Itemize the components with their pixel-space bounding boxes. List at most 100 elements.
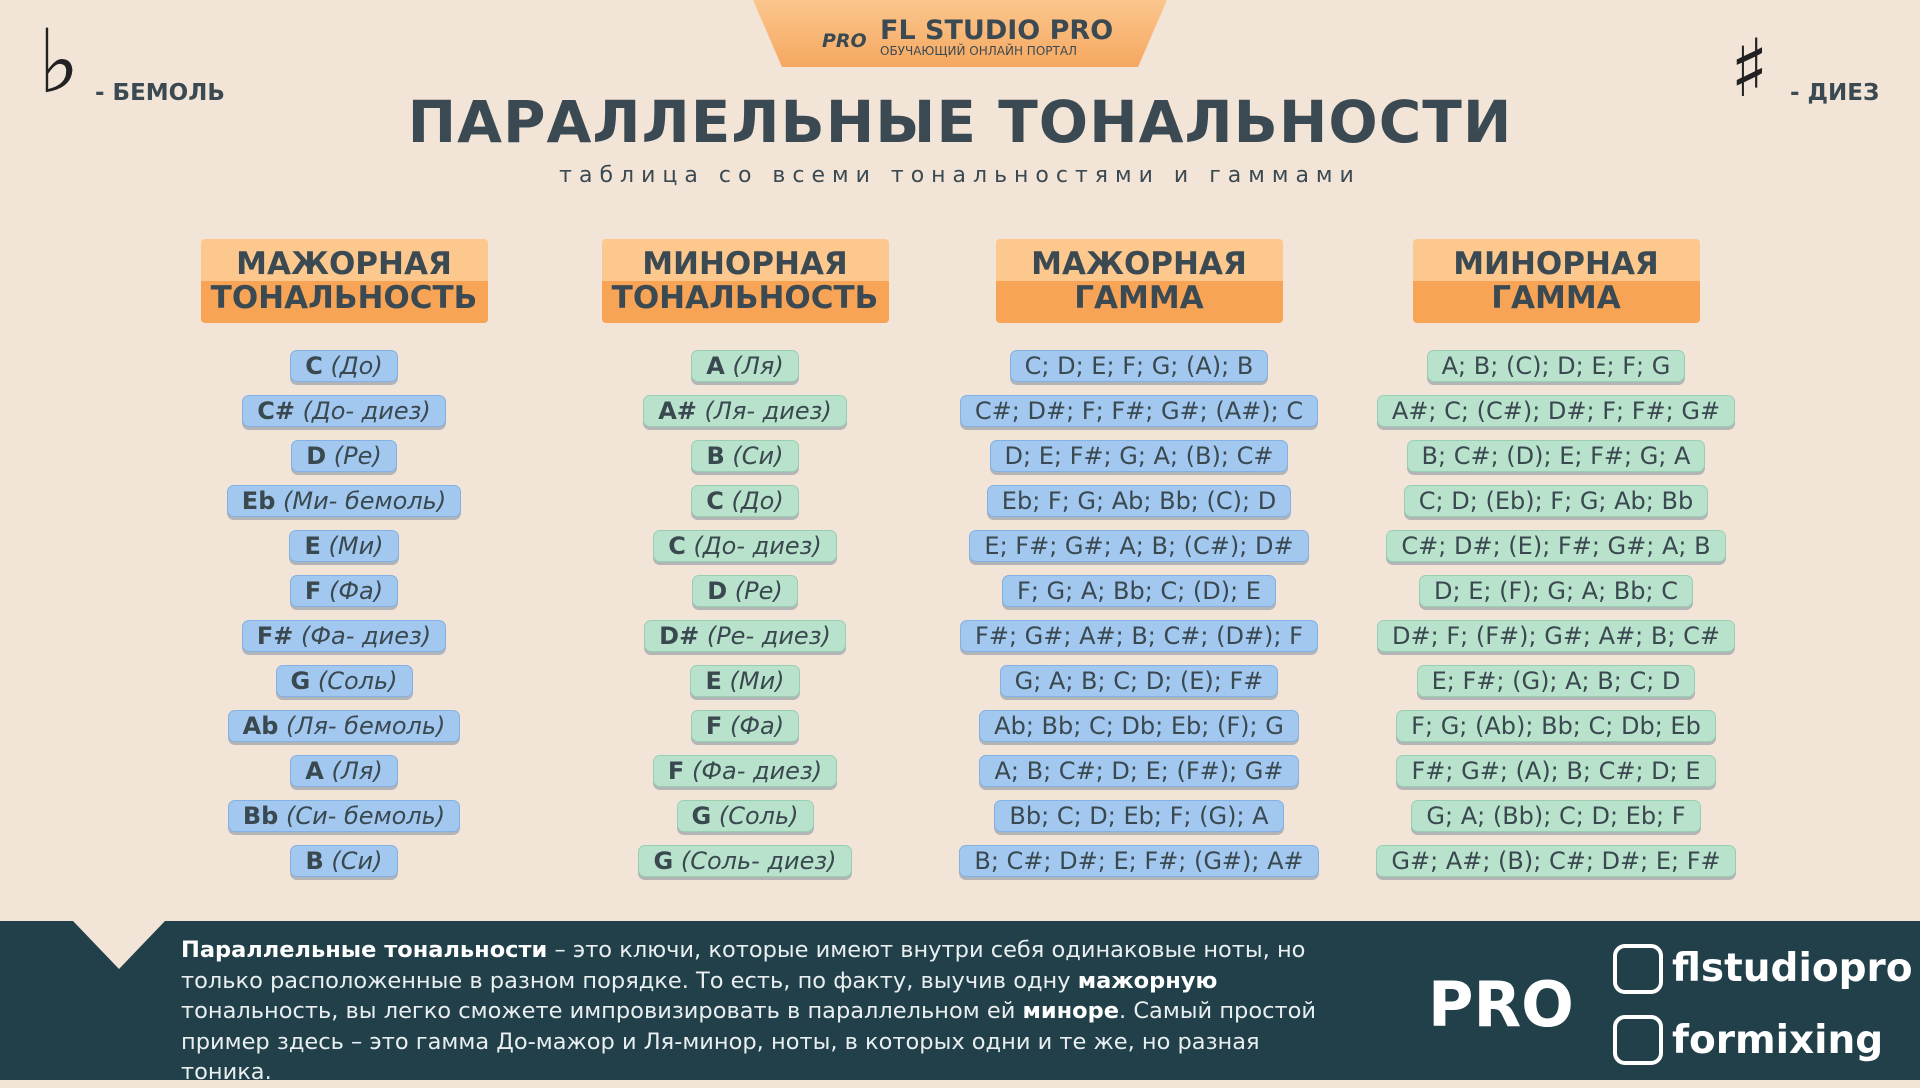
note-name: (Си) <box>331 847 383 875</box>
scale-pill: A#; C; (C#); D#; F; F#; G# <box>1376 395 1736 427</box>
note: A <box>305 757 324 785</box>
scale-pill: C#; D#; F; F#; G#; (A#); C <box>959 395 1319 427</box>
key-pill: F (Фа- диез) <box>652 755 838 787</box>
note-name: (Фа) <box>328 577 384 605</box>
note: C <box>305 352 323 380</box>
note-name: (Соль) <box>317 667 398 695</box>
flat-label: - БЕМОЛЬ <box>95 80 225 106</box>
footer-part: миноре <box>1022 998 1120 1024</box>
note: G <box>290 667 311 695</box>
column: МАЖОРНАЯ ТОНАЛЬНОСТЬ C (До) C# (До- диез) D… <box>134 239 554 890</box>
key-pill: C (До- диез) <box>653 530 837 562</box>
footer-text: Параллельные тональности – это ключи, ко… <box>181 935 1341 1088</box>
note: A# <box>658 397 697 425</box>
key-pill: G (Соль) <box>275 665 413 697</box>
note: B <box>706 442 725 470</box>
note-name: (Ре) <box>734 577 783 605</box>
column-header: МАЖОРНАЯ ГАММА <box>995 239 1283 323</box>
note-name: (Ми) <box>729 667 785 695</box>
key-pill: B (Си) <box>290 845 398 877</box>
sharp-label: - ДИЕЗ <box>1790 80 1880 106</box>
note-name: (Фа- диез) <box>301 622 432 650</box>
note: C <box>668 532 686 560</box>
note: G <box>653 847 674 875</box>
subtitle: таблица со всеми тональностями и гаммами <box>559 163 1361 188</box>
note-name: (Фа- диез) <box>691 757 823 785</box>
scale-pill: Bb; C; D; Eb; F; (G); A <box>994 800 1284 832</box>
key-pill: A (Ля) <box>691 350 799 382</box>
key-pill: G (Соль) <box>676 800 814 832</box>
flat-symbol: ♭ <box>38 10 80 113</box>
footer-part: – это ключи, которые имеют внутри себя о… <box>181 937 1306 994</box>
sharp-symbol: ♯ <box>1730 22 1769 115</box>
vk-handle[interactable]: formixing <box>1672 1018 1884 1063</box>
scale-pill: D; E; (F); G; A; Bb; C <box>1419 575 1693 607</box>
scale-pill: Ab; Bb; C; Db; Eb; (F); G <box>979 710 1299 742</box>
note-name: (Си) <box>732 442 784 470</box>
column-header: МИНОРНАЯ ГАММА <box>1412 239 1700 323</box>
scale-pill: Eb; F; G; Ab; Bb; (C); D <box>986 485 1292 517</box>
key-pill: C (До) <box>290 350 398 382</box>
note: D <box>707 577 728 605</box>
key-pill: E (Ми) <box>289 530 399 562</box>
note: C# <box>257 397 295 425</box>
column: МИНОРНАЯ ГАММА A; B; (C); D; E; F; G A#; C… <box>1346 239 1766 890</box>
brand-logo: PRO <box>822 30 867 52</box>
footer-part: тональность, вы легко сможете импровизир… <box>181 998 1023 1024</box>
key-pill: Bb (Си- бемоль) <box>227 800 461 832</box>
note: A <box>706 352 725 380</box>
key-pill: A (Ля) <box>290 755 398 787</box>
scale-pill: D#; F; (F#); G#; A#; B; C# <box>1377 620 1735 652</box>
rows: C; D; E; F; G; (A); B C#; D#; F; F#; G#; … <box>929 350 1349 877</box>
scale-pill: C; D; E; F; G; (A); B <box>1009 350 1269 382</box>
key-pill: F# (Фа- диез) <box>241 620 447 652</box>
note-name: (Соль- диез) <box>680 847 837 875</box>
scale-pill: A; B; C#; D; E; (F#); G# <box>979 755 1299 787</box>
instagram-handle[interactable]: flstudiopro <box>1672 946 1913 991</box>
scale-pill: F; G; A; Bb; C; (D); E <box>1002 575 1276 607</box>
note-name: (До- диез) <box>693 532 822 560</box>
brand-tab <box>753 0 1167 67</box>
scale-pill: B; C#; D#; E; F#; (G#); A# <box>959 845 1319 877</box>
key-pill: E (Ми) <box>690 665 800 697</box>
scale-pill: G#; A#; (B); C#; D#; E; F# <box>1376 845 1736 877</box>
key-pill: B (Си) <box>691 440 799 472</box>
note-name: (Ми) <box>328 532 384 560</box>
rows: A; B; (C); D; E; F; G A#; C; (C#); D#; F;… <box>1346 350 1766 877</box>
note-name: (Ре- диез) <box>706 622 831 650</box>
scale-pill: C; D; (Eb); F; G; Ab; Bb <box>1403 485 1709 517</box>
key-pill: C# (До- диез) <box>242 395 446 427</box>
scale-pill: B; C#; (D); E; F#; G; A <box>1406 440 1706 472</box>
key-pill: D# (Ре- диез) <box>644 620 846 652</box>
note: C <box>706 487 724 515</box>
scale-pill: C#; D#; (E); F#; G#; A; B <box>1386 530 1726 562</box>
key-pill: D (Ре) <box>291 440 397 472</box>
note-name: (Си- бемоль) <box>285 802 446 830</box>
scale-pill: E; F#; (G); A; B; C; D <box>1416 665 1696 697</box>
note: F <box>304 577 322 605</box>
note-name: (Соль) <box>718 802 799 830</box>
column-header: МАЖОРНАЯ ТОНАЛЬНОСТЬ <box>200 239 488 323</box>
note: B <box>305 847 324 875</box>
footer-logo: PRO <box>1428 968 1574 1041</box>
note-name: (Ми- бемоль) <box>283 487 447 515</box>
rows: A (Ля) A# (Ля- диез) B (Си) C (До) C (До- ди… <box>535 350 955 877</box>
note-name: (Ля- бемоль) <box>286 712 446 740</box>
note-name: (Ля) <box>732 352 784 380</box>
scale-pill: D; E; F#; G; A; (B); C# <box>989 440 1289 472</box>
rows: C (До) C# (До- диез) D (Ре) Eb (Ми- бемоль)… <box>134 350 554 877</box>
scale-pill: E; F#; G#; A; B; (C#); D# <box>969 530 1309 562</box>
note: F <box>667 757 685 785</box>
key-pill: A# (Ля- диез) <box>643 395 847 427</box>
column: МАЖОРНАЯ ГАММА C; D; E; F; G; (A); B C#; D… <box>929 239 1349 890</box>
note: D# <box>659 622 700 650</box>
note: D <box>306 442 327 470</box>
key-pill: F (Фа) <box>289 575 399 607</box>
note: F <box>705 712 723 740</box>
key-pill: C (До) <box>691 485 799 517</box>
key-pill: F (Фа) <box>690 710 800 742</box>
vk-icon <box>1613 1015 1663 1065</box>
note: F# <box>256 622 294 650</box>
scale-pill: G; A; B; C; D; (E); F# <box>999 665 1279 697</box>
